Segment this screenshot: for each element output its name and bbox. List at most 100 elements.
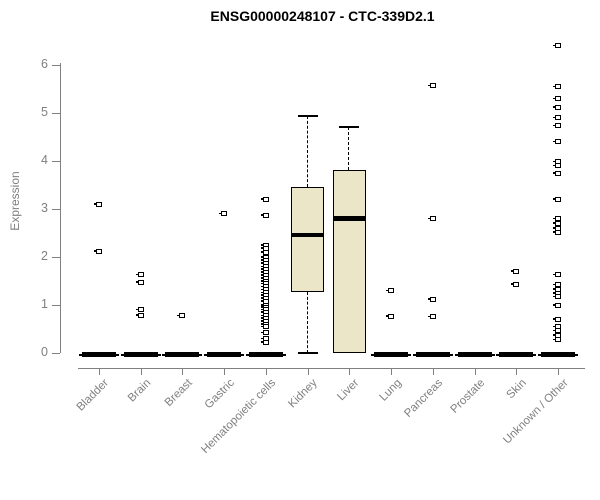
y-tick [52,305,60,306]
x-tick-label: Bladder [74,377,112,414]
outlier-point [552,316,561,322]
y-tick-label: 0 [41,345,48,359]
outlier-point [94,201,102,207]
outlier-point [260,330,269,336]
outlier-point [511,268,520,274]
y-tick [52,353,60,354]
outlier-point [552,294,561,300]
box [291,187,325,293]
x-tick [474,368,476,375]
outlier-point [260,339,269,345]
x-tick-label: Liver [335,377,362,404]
y-tick-label: 2 [41,249,48,263]
x-tick [557,368,559,375]
outlier-point [552,139,561,145]
outlier-point [135,279,144,285]
x-tick-label: Breast [162,377,195,409]
x-tick [516,368,518,375]
zero-bar [123,352,158,357]
x-tick-label: Prostate [448,377,488,416]
outlier-point [427,314,436,320]
outlier-point [511,281,520,287]
outlier-point [552,220,561,226]
outlier-point [260,196,269,202]
outlier-point [427,296,436,302]
x-tick-label: Gastric [202,377,237,412]
x-tick-label: Hematopoietic cells [199,377,279,456]
y-axis-line [60,63,61,353]
outlier-point [427,216,436,222]
y-tick [52,161,60,162]
outlier-point [219,211,228,217]
outlier-point [552,96,561,102]
outlier-point [552,43,561,49]
outlier-point [135,307,144,313]
outlier-point [177,313,186,319]
y-tick-label: 3 [41,201,48,215]
x-tick [307,368,309,375]
outlier-point [386,313,395,319]
outlier-point [386,288,395,294]
lower-whisker [306,292,308,353]
outlier-point [552,84,561,90]
x-tick [265,368,267,375]
chart-title: ENSG00000248107 - CTC-339D2.1 [210,8,435,24]
zero-bar [82,352,116,357]
y-tick [52,113,60,114]
outlier-point [552,337,561,343]
y-tick-label: 5 [41,105,48,119]
x-tick-label: Pancreas [402,377,446,420]
outlier-point [260,212,269,218]
x-tick-label: Lung [376,377,404,404]
x-tick [140,368,142,375]
zero-bar [374,352,409,357]
outlier-point [135,272,144,278]
y-tick-label: 6 [41,57,48,71]
zero-bar [248,352,283,357]
outlier-point [552,104,561,110]
x-tick [224,368,226,375]
outlier-point [135,312,144,318]
outlier-point [552,229,561,235]
y-tick [52,209,60,210]
y-tick [52,65,60,66]
x-tick [99,368,100,375]
upper-whisker [348,127,350,170]
x-tick-label: Kidney [286,377,321,411]
outlier-point [260,324,269,330]
x-tick [391,368,393,375]
upper-whisker-cap [339,126,360,129]
y-tick [52,257,60,258]
y-tick-label: 1 [41,297,48,311]
median-line [291,232,325,238]
upper-whisker [306,116,308,188]
lower-whisker-cap [297,352,318,354]
zero-bar [457,352,492,357]
upper-whisker-cap [297,115,318,118]
zero-bar [540,352,575,357]
outlier-point [552,272,561,278]
outlier-point [552,163,561,169]
median-line [332,216,366,221]
x-tick-label: Skin [504,377,529,402]
outlier-point [427,83,436,89]
x-tick [432,368,434,375]
zero-bar [207,352,242,357]
outlier-point [260,249,269,255]
x-tick [182,368,184,375]
zero-bar [499,352,534,357]
outlier-point [552,123,561,129]
x-tick-label: Brain [125,377,154,405]
outlier-point [94,248,102,254]
outlier-point [552,302,561,308]
box [332,169,366,353]
outlier-point [552,115,561,121]
zero-bar [415,352,450,357]
outlier-point [552,196,561,202]
x-axis-line [78,368,585,369]
outlier-point [552,170,561,176]
outlier-point [552,216,561,222]
y-tick-label: 4 [41,153,48,167]
x-tick [349,368,351,375]
